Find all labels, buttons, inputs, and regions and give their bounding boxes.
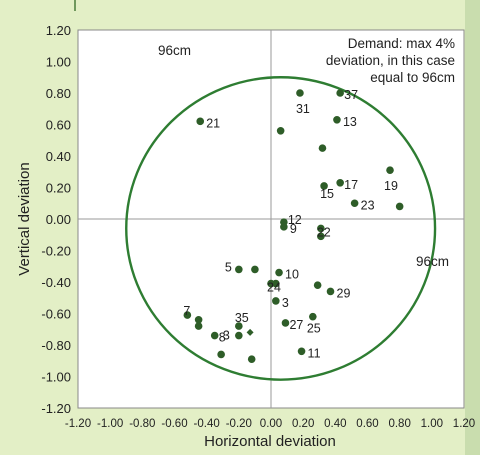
data-point [313, 281, 322, 289]
data-point [183, 311, 192, 319]
point-label: 24 [267, 281, 281, 295]
data-point [333, 115, 341, 124]
reference-circle-layer [125, 76, 437, 381]
x-tick-label: -0.20 [226, 418, 252, 430]
point-label: 10 [285, 268, 299, 282]
x-tick-label: -1.00 [97, 418, 123, 430]
data-point [194, 322, 203, 330]
x-tick-label: 0.40 [324, 418, 346, 430]
radius-label-top: 96cm [158, 43, 191, 58]
data-point [317, 232, 325, 241]
point-label: 3 [282, 296, 289, 310]
radius-label-right: 96cm [416, 254, 449, 269]
data-point [272, 297, 280, 305]
point-label: 7 [183, 304, 190, 318]
data-point [281, 319, 290, 327]
y-tick-label: -1.20 [41, 401, 71, 416]
point-label: 35 [235, 311, 249, 325]
point-label: 9 [290, 222, 297, 236]
y-tick-label: 0.40 [46, 149, 71, 164]
x-tick-label: 0.60 [356, 418, 378, 430]
axes-layer [78, 30, 464, 408]
x-axis-label: Horizontal deviation [204, 433, 336, 450]
data-point [317, 224, 325, 233]
data-point [386, 166, 394, 174]
y-tick-label: -0.60 [41, 307, 71, 322]
data-points-layer [183, 89, 404, 363]
point-label: 25 [307, 322, 321, 336]
data-point [280, 223, 288, 231]
data-point [320, 182, 328, 190]
point-label: 15 [320, 187, 334, 201]
x-tick-label: 1.20 [453, 418, 475, 430]
point-label: 3 [223, 329, 230, 343]
x-tick-label: -1.20 [65, 418, 91, 430]
point-label: 11 [308, 346, 321, 360]
x-tick-label: -0.40 [194, 418, 220, 430]
point-label: 31 [296, 102, 310, 116]
x-tick-label: 1.00 [421, 418, 443, 430]
y-tick-label: -0.80 [41, 338, 71, 353]
data-point [251, 265, 259, 274]
point-label: 19 [384, 179, 398, 193]
data-point [309, 312, 317, 321]
point-label: 21 [206, 116, 220, 130]
data-point [296, 89, 304, 97]
point-label: 29 [337, 286, 351, 300]
point-label: 12 [288, 213, 302, 227]
data-point [235, 331, 243, 340]
diamond-point [246, 328, 254, 336]
data-point [275, 268, 283, 277]
y-tick-label: 0.80 [46, 86, 71, 101]
data-point [217, 350, 225, 359]
point-label: 8 [219, 331, 226, 345]
demand-annotation-line1: Demand: max 4% [348, 36, 455, 51]
tick-labels-layer: 1.20 1.00 0.80 0.60 0.40 0.20 0.00 -0.20 -0.40 -0… [41, 23, 475, 430]
point-label: 17 [344, 178, 358, 192]
point-label: 22 [317, 225, 331, 239]
y-tick-label: -0.20 [41, 244, 71, 259]
data-point [194, 316, 203, 324]
edge-strip [465, 0, 480, 455]
data-point [336, 178, 344, 187]
point-label: 23 [361, 198, 375, 212]
data-point [326, 287, 335, 296]
data-point [395, 202, 404, 211]
data-point [297, 347, 306, 356]
data-point [235, 322, 243, 330]
y-tick-label: 1.00 [46, 55, 71, 70]
demand-annotation-line3: equal to 96cm [370, 70, 455, 85]
demand-annotation-line2: deviation, in this case [326, 53, 455, 68]
data-point [196, 117, 205, 126]
x-tick-label: -0.80 [129, 418, 155, 430]
tolerance-circle [125, 76, 437, 381]
point-label: 5 [225, 260, 232, 274]
y-tick-label: 0.60 [46, 118, 71, 133]
x-tick-label: -0.60 [161, 418, 187, 430]
data-point [318, 144, 327, 152]
x-tick-label: 0.20 [292, 418, 314, 430]
data-point [235, 265, 243, 274]
data-point [350, 199, 359, 208]
x-tick-label: 0.80 [388, 418, 410, 430]
y-tick-label: -0.40 [41, 275, 71, 290]
point-label: 37 [344, 88, 358, 102]
data-point [210, 331, 219, 340]
point-label: 13 [343, 115, 357, 129]
data-point [336, 89, 344, 97]
y-tick-label: 0.00 [46, 212, 71, 227]
data-point [272, 279, 280, 288]
x-tick-label: 0.00 [260, 418, 282, 430]
data-point [276, 127, 285, 135]
point-label: 27 [289, 318, 303, 332]
y-tick-label: 0.20 [46, 181, 71, 196]
y-tick-label: -1.00 [41, 370, 71, 385]
y-tick-label: 1.20 [46, 23, 71, 38]
data-point [247, 355, 256, 363]
y-axis-label: Vertical deviation [16, 162, 33, 275]
